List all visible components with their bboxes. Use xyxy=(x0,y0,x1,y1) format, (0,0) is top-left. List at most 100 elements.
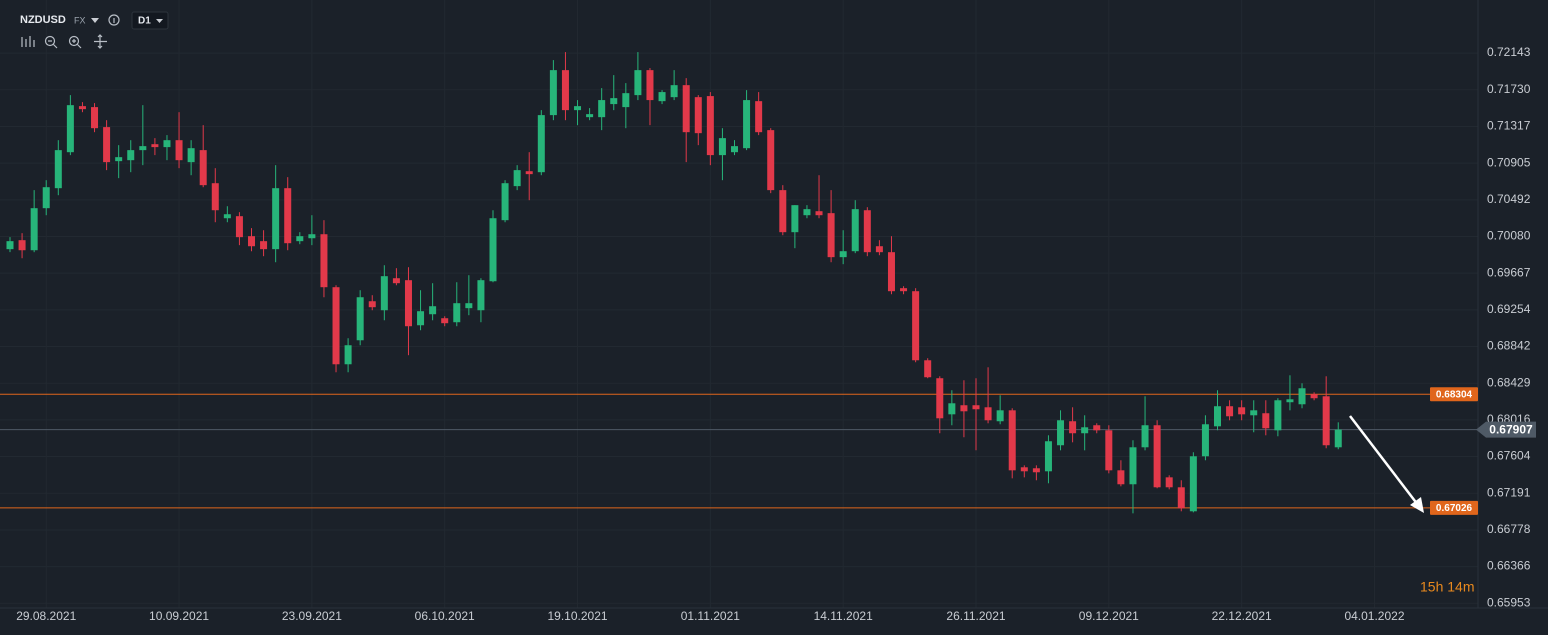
candle-body xyxy=(1165,477,1173,488)
candle-body xyxy=(1322,396,1330,446)
candle-body xyxy=(320,234,328,288)
candle-body xyxy=(1057,420,1065,446)
candle-body xyxy=(296,236,304,242)
price-line-label: 0.68304 xyxy=(1436,389,1473,400)
y-tick-label: 0.67604 xyxy=(1487,449,1531,463)
candle-body xyxy=(1238,407,1246,415)
price-line-label: 0.67026 xyxy=(1436,503,1473,514)
candle-body xyxy=(900,288,908,292)
zoom-in-glyph xyxy=(72,39,82,49)
candle-body xyxy=(1044,441,1052,472)
x-tick-label: 09.12.2021 xyxy=(1079,609,1139,623)
x-tick-label: 06.10.2021 xyxy=(415,609,475,623)
candle-body xyxy=(223,214,231,219)
candle-body xyxy=(272,188,280,250)
candle-body xyxy=(501,183,509,221)
candle-body xyxy=(103,127,111,163)
candle-body xyxy=(235,216,243,238)
last-price-tag xyxy=(1476,421,1536,438)
zoom-out-icon[interactable] xyxy=(44,35,56,47)
candle-body xyxy=(1310,394,1318,399)
candle-body xyxy=(1105,430,1113,471)
y-tick-label: 0.68429 xyxy=(1487,375,1531,389)
candle-body xyxy=(694,97,702,134)
x-tick-label: 04.01.2022 xyxy=(1344,609,1404,623)
candle-body xyxy=(875,246,883,253)
y-tick-label: 0.70492 xyxy=(1487,192,1531,206)
candle-body xyxy=(91,107,99,129)
candle-body xyxy=(139,146,147,151)
candle-body xyxy=(863,210,871,253)
info-icon[interactable] xyxy=(108,14,120,26)
x-tick-label: 14.11.2021 xyxy=(814,609,873,623)
y-tick-label: 0.65953 xyxy=(1487,595,1531,609)
indicators-icon[interactable] xyxy=(21,36,35,47)
candle-body xyxy=(706,96,714,156)
candle-body xyxy=(948,403,956,415)
candle-body xyxy=(18,240,26,251)
trend-arrow xyxy=(1349,415,1424,513)
candle-body xyxy=(839,251,847,258)
candle-body xyxy=(489,218,497,282)
x-tick-label: 01.11.2021 xyxy=(681,609,740,623)
candle-body xyxy=(984,407,992,421)
x-tick-label: 29.08.2021 xyxy=(16,609,76,623)
price-line-tag xyxy=(1430,387,1478,402)
y-tick-label: 0.67191 xyxy=(1487,485,1531,499)
candle-body xyxy=(803,209,811,216)
candle-body xyxy=(284,188,292,244)
candle-body xyxy=(199,150,207,186)
y-tick-label: 0.66778 xyxy=(1487,522,1531,536)
candle-body xyxy=(115,157,123,162)
candle-body xyxy=(791,205,799,233)
candle-body xyxy=(755,101,763,133)
candle-body xyxy=(1334,429,1342,448)
candle-body xyxy=(1274,400,1282,431)
candle-body xyxy=(731,146,738,153)
timeframe-box[interactable] xyxy=(131,11,169,30)
candle-body xyxy=(1020,467,1028,472)
candle-body xyxy=(525,171,533,175)
candle-body xyxy=(670,85,678,98)
candle-body xyxy=(163,140,171,148)
candle-body xyxy=(1008,410,1016,471)
price-line-labels: 0.68304 0.67026 0.67907 xyxy=(1430,387,1536,515)
candle-body xyxy=(574,106,582,111)
candle-body xyxy=(561,70,569,111)
candle-body xyxy=(1093,425,1101,431)
arrow-head xyxy=(1410,497,1424,513)
candle-body xyxy=(1298,388,1306,405)
candle-body xyxy=(1250,410,1258,416)
header: NZDUSD FX D1 xyxy=(20,11,169,49)
timeframe-dropdown xyxy=(156,19,163,23)
last-price-label: 0.67907 xyxy=(1489,422,1533,436)
candle-body xyxy=(344,345,352,365)
candle-body xyxy=(248,236,255,247)
y-tick-label: 0.66366 xyxy=(1487,559,1531,573)
candle-body xyxy=(827,213,835,258)
candle-body xyxy=(1069,421,1077,434)
candle-body xyxy=(1189,456,1197,512)
candle-body xyxy=(1226,406,1234,417)
candle-body xyxy=(477,280,485,311)
symbol[interactable]: NZDUSD xyxy=(20,14,66,26)
y-tick-label: 0.69254 xyxy=(1487,302,1531,316)
candle-body xyxy=(658,92,666,102)
symbol-dropdown[interactable] xyxy=(91,18,99,23)
candle-countdown: 15h 14m xyxy=(1420,579,1474,595)
candle-body xyxy=(924,360,932,378)
pan-icon[interactable] xyxy=(94,34,107,49)
candle-body xyxy=(1214,406,1221,427)
y-tick-label: 0.71730 xyxy=(1487,82,1531,96)
candle-body xyxy=(260,241,268,250)
candle-body xyxy=(622,93,630,108)
zoom-in-icon[interactable] xyxy=(68,35,80,47)
candle-body xyxy=(815,211,823,216)
candle-body xyxy=(78,106,86,110)
y-tick-label: 0.72143 xyxy=(1487,45,1531,59)
candle-body xyxy=(887,252,895,292)
arrow-shaft xyxy=(1349,415,1419,506)
y-tick-label: 0.71317 xyxy=(1487,119,1531,133)
